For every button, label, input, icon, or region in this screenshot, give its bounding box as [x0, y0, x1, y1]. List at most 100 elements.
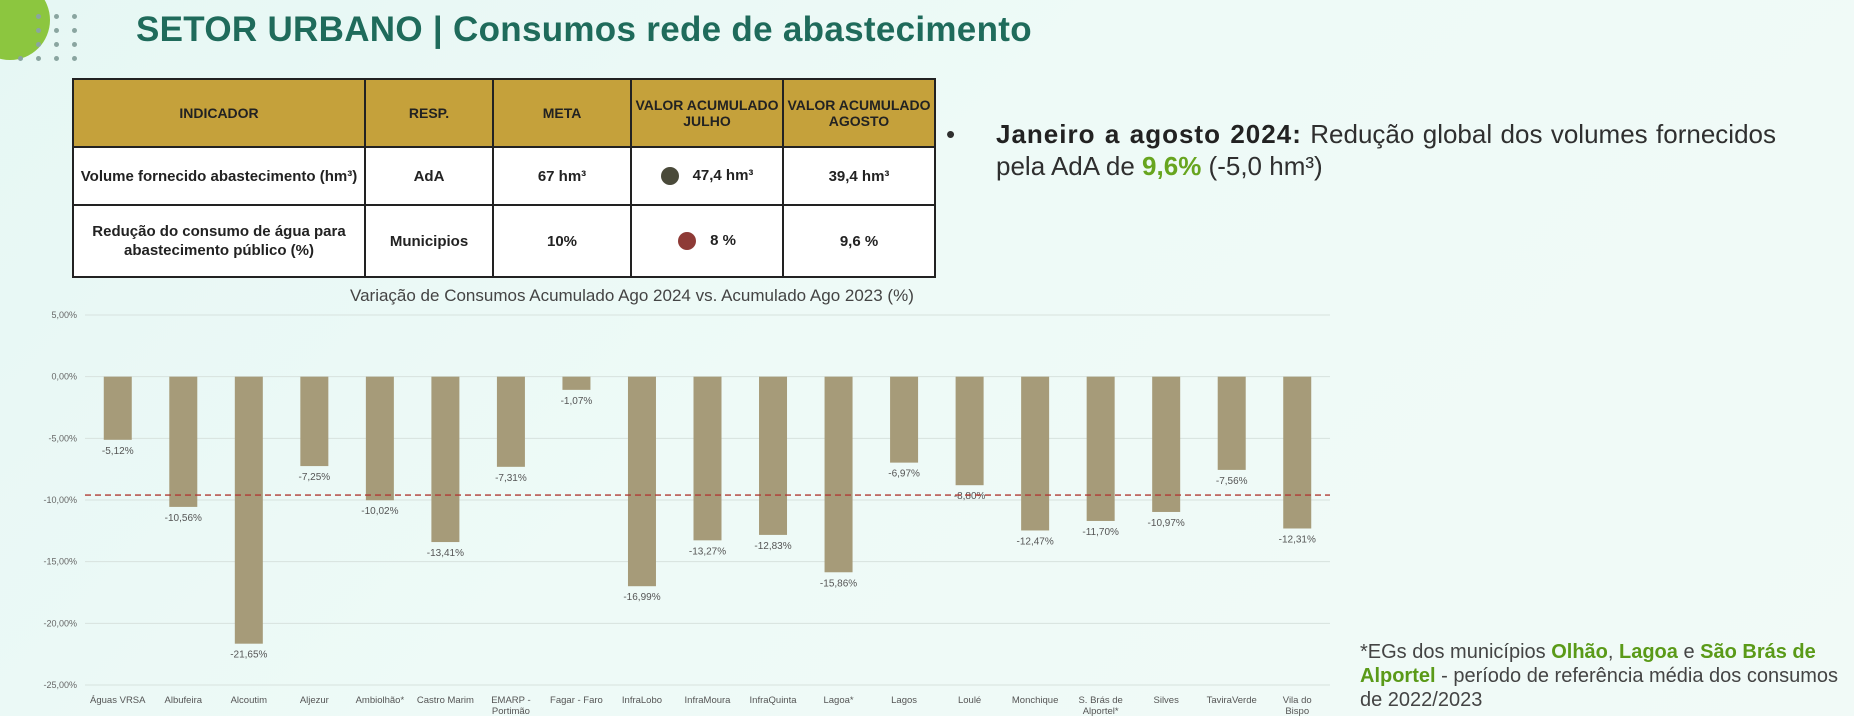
- bar: [234, 376, 263, 644]
- x-tick-label: InfraMoura: [685, 695, 732, 706]
- cell-julho: 8 %: [630, 204, 784, 278]
- footnote-municipality: São Brás de Alportel: [1360, 641, 1816, 687]
- indicators-table: INDICADOR RESP. META VALOR ACUMULADO JUL…: [72, 78, 936, 278]
- y-tick-label: -10,00%: [43, 495, 77, 505]
- x-tick-label: Silves: [1154, 695, 1180, 706]
- bar: [103, 376, 132, 440]
- data-label: -16,99%: [623, 592, 660, 603]
- bullet-lead: Janeiro a agosto 2024:: [996, 119, 1302, 149]
- decorative-dots: [18, 14, 96, 64]
- bar: [890, 376, 919, 463]
- bar: [169, 376, 198, 507]
- cell-meta: 10%: [492, 204, 632, 278]
- cell-resp: AdA: [364, 146, 494, 206]
- y-tick-label: 5,00%: [51, 310, 77, 320]
- footnote-sep: ,: [1607, 641, 1614, 663]
- data-label: -7,31%: [495, 473, 527, 484]
- table-header-row: INDICADOR RESP. META VALOR ACUMULADO JUL…: [72, 78, 936, 148]
- bullet-text: Redução global dos volumes fornecidos pe…: [996, 119, 1777, 181]
- x-tick-label: Fagar - Faro: [550, 695, 603, 706]
- y-tick-label: -25,00%: [43, 680, 77, 690]
- x-tick-label: Alcoutim: [231, 695, 268, 706]
- bar: [1021, 376, 1050, 531]
- data-label: -12,31%: [1279, 534, 1316, 545]
- header-julho: VALOR ACUMULADO JULHO: [630, 78, 784, 148]
- chart-title: Variação de Consumos Acumulado Ago 2024 …: [350, 286, 914, 305]
- cell-indicador: Redução do consumo de água para abasteci…: [72, 204, 366, 278]
- x-tick-label: Castro Marim: [417, 695, 474, 706]
- y-tick-label: -5,00%: [48, 433, 77, 443]
- bar: [496, 376, 525, 467]
- data-label: -10,97%: [1148, 518, 1185, 529]
- data-label: -5,12%: [102, 446, 134, 457]
- bar: [1152, 376, 1181, 512]
- x-tick-label: Monchique: [1012, 695, 1058, 706]
- footnote-prefix: *EGs dos municípios: [1360, 641, 1546, 663]
- bar: [1217, 376, 1246, 470]
- header-agosto: VALOR ACUMULADO AGOSTO: [782, 78, 936, 148]
- header-meta: META: [492, 78, 632, 148]
- y-tick-label: 0,00%: [51, 372, 77, 382]
- x-tick-label: InfraQuinta: [750, 695, 798, 706]
- x-tick-label: Águas VRSA: [90, 695, 146, 706]
- bar: [562, 376, 591, 390]
- x-tick-label: TaviraVerde: [1207, 695, 1257, 706]
- cell-indicador: Volume fornecido abastecimento (hm³): [72, 146, 366, 206]
- bar: [1283, 376, 1312, 529]
- bar: [824, 376, 853, 573]
- data-label: -11,70%: [1082, 527, 1119, 538]
- x-tick-label: InfraLobo: [622, 695, 662, 706]
- bar: [955, 376, 984, 486]
- header-resp: RESP.: [364, 78, 494, 148]
- cell-meta: 67 hm³: [492, 146, 632, 206]
- data-label: -10,02%: [361, 506, 398, 517]
- data-label: -6,97%: [888, 469, 920, 480]
- data-label: -1,07%: [561, 396, 593, 407]
- y-tick-label: -20,00%: [43, 618, 77, 628]
- data-label: -21,65%: [230, 650, 267, 661]
- data-label: -10,56%: [165, 513, 202, 524]
- footnote-municipality: Lagoa: [1619, 641, 1678, 663]
- x-tick-label: Loulé: [958, 695, 981, 706]
- table-row: Redução do consumo de água para abasteci…: [72, 204, 936, 278]
- bar: [365, 376, 394, 501]
- data-label: -7,25%: [298, 472, 330, 483]
- bar: [300, 376, 329, 467]
- table-row: Volume fornecido abastecimento (hm³) AdA…: [72, 146, 936, 206]
- cell-julho-value: 8 %: [710, 231, 736, 249]
- bullet-icon: •: [946, 119, 956, 149]
- x-tick-label: Ambiolhão*: [356, 695, 405, 706]
- y-tick-label: -15,00%: [43, 557, 77, 567]
- cell-julho-value: 47,4 hm³: [692, 166, 754, 184]
- footnote-sep: e: [1683, 641, 1695, 663]
- bullet-text-after: (-5,0 hm³): [1208, 151, 1323, 181]
- data-label: -12,83%: [754, 541, 791, 552]
- bar: [1086, 376, 1115, 521]
- x-tick-label: Albufeira: [165, 695, 203, 706]
- bar: [431, 376, 460, 543]
- status-dot-icon: [678, 232, 697, 251]
- data-label: -13,27%: [689, 546, 726, 557]
- x-tick-label: S. Brás de Alportel*: [1078, 695, 1122, 716]
- data-label: -13,41%: [427, 548, 464, 559]
- bar-chart: 5,00% 0,00% -5,00% -10,00% -15,00% -20,00% -25…: [43, 310, 1330, 716]
- x-tick-label: Aljezur: [300, 695, 329, 706]
- bar: [627, 376, 656, 587]
- bar: [693, 376, 722, 541]
- summary-bullet: • Janeiro a agosto 2024: Redução global …: [946, 118, 1777, 182]
- page-title: SETOR URBANO | Consumos rede de abasteci…: [136, 10, 1032, 49]
- cell-agosto: 39,4 hm³: [782, 146, 936, 206]
- x-tick-label: Lagos: [891, 695, 917, 706]
- data-label: -8,80%: [954, 491, 986, 502]
- footnote-suffix: - período de referência média dos consum…: [1360, 665, 1839, 711]
- data-label: -7,56%: [1216, 476, 1248, 487]
- status-dot-icon: [660, 167, 679, 186]
- bullet-highlight: 9,6%: [1142, 151, 1202, 181]
- bar: [759, 376, 788, 535]
- cell-resp: Municipios: [364, 204, 494, 278]
- footnote-municipality: Olhão: [1551, 641, 1608, 663]
- x-tick-label: Vila do Bispo: [1283, 695, 1312, 716]
- data-label: -12,47%: [1017, 536, 1054, 547]
- cell-julho: 47,4 hm³: [630, 146, 784, 206]
- x-tick-label: Lagoa*: [823, 695, 853, 706]
